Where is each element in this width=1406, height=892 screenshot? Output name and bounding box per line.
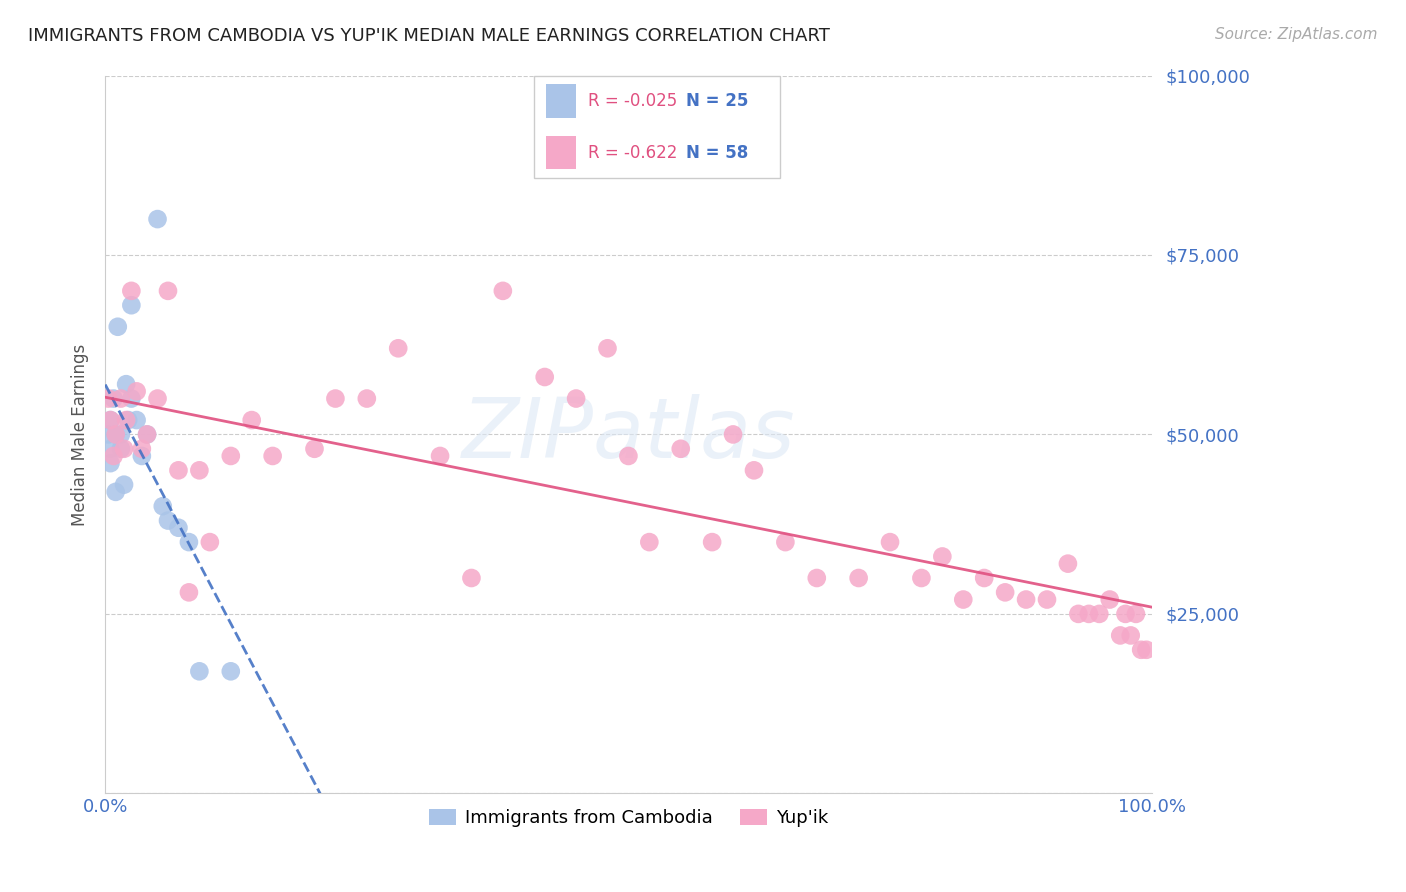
Point — [107, 319, 129, 334]
Point — [219, 449, 242, 463]
Point — [1098, 592, 1121, 607]
Text: ZIPatlas: ZIPatlas — [461, 394, 796, 475]
Point — [565, 392, 588, 406]
Point — [136, 427, 159, 442]
Point — [104, 484, 127, 499]
Point — [1088, 607, 1111, 621]
Point — [100, 413, 122, 427]
Point — [146, 212, 169, 227]
Point — [177, 585, 200, 599]
Point — [356, 392, 378, 406]
Text: Source: ZipAtlas.com: Source: ZipAtlas.com — [1215, 27, 1378, 42]
Point — [219, 665, 242, 679]
Point — [848, 571, 870, 585]
Point — [742, 463, 765, 477]
Point — [638, 535, 661, 549]
Point — [110, 442, 132, 456]
Point — [136, 427, 159, 442]
Point — [387, 341, 409, 355]
Point — [125, 413, 148, 427]
Y-axis label: Median Male Earnings: Median Male Earnings — [72, 343, 89, 525]
Point — [700, 535, 723, 549]
Point — [152, 500, 174, 514]
Point — [1114, 607, 1136, 621]
Point — [617, 449, 640, 463]
Point — [115, 413, 138, 427]
Point — [973, 571, 995, 585]
Point — [1119, 628, 1142, 642]
Point — [97, 427, 120, 442]
Point — [115, 377, 138, 392]
Point — [100, 456, 122, 470]
Point — [1067, 607, 1090, 621]
Point — [112, 477, 135, 491]
Point — [131, 449, 153, 463]
Point — [198, 535, 221, 549]
Point — [100, 413, 122, 427]
Point — [1057, 557, 1080, 571]
Point — [304, 442, 326, 456]
Point — [146, 392, 169, 406]
Point — [104, 427, 127, 442]
Point — [1077, 607, 1099, 621]
Point — [669, 442, 692, 456]
Point — [596, 341, 619, 355]
Point — [1125, 607, 1147, 621]
Point — [112, 442, 135, 456]
Point — [167, 463, 190, 477]
Point — [104, 427, 127, 442]
Point — [110, 427, 132, 442]
Point — [1109, 628, 1132, 642]
Point — [188, 665, 211, 679]
Point — [492, 284, 515, 298]
Point — [952, 592, 974, 607]
Point — [994, 585, 1017, 599]
Point — [120, 284, 142, 298]
Point — [97, 392, 120, 406]
Point — [460, 571, 482, 585]
Point — [117, 413, 139, 427]
Point — [167, 521, 190, 535]
Point — [429, 449, 451, 463]
Point — [879, 535, 901, 549]
Point — [156, 514, 179, 528]
Point — [1036, 592, 1059, 607]
Point — [262, 449, 284, 463]
Point — [721, 427, 744, 442]
Text: R = -0.025: R = -0.025 — [588, 92, 676, 111]
Text: R = -0.622: R = -0.622 — [588, 144, 678, 161]
Point — [1135, 642, 1157, 657]
Point — [931, 549, 953, 564]
Point — [131, 442, 153, 456]
Point — [103, 449, 125, 463]
Point — [120, 298, 142, 312]
Point — [325, 392, 347, 406]
Legend: Immigrants from Cambodia, Yup'ik: Immigrants from Cambodia, Yup'ik — [422, 802, 835, 835]
Point — [775, 535, 797, 549]
Point — [125, 384, 148, 399]
Text: N = 25: N = 25 — [686, 92, 748, 111]
Point — [1015, 592, 1038, 607]
Point — [533, 370, 555, 384]
Point — [103, 392, 125, 406]
Point — [806, 571, 828, 585]
Point — [1130, 642, 1153, 657]
Point — [188, 463, 211, 477]
Text: N = 58: N = 58 — [686, 144, 748, 161]
Point — [177, 535, 200, 549]
Point — [120, 392, 142, 406]
Point — [910, 571, 932, 585]
Point — [240, 413, 263, 427]
Point — [110, 392, 132, 406]
Point — [156, 284, 179, 298]
Text: IMMIGRANTS FROM CAMBODIA VS YUP'IK MEDIAN MALE EARNINGS CORRELATION CHART: IMMIGRANTS FROM CAMBODIA VS YUP'IK MEDIA… — [28, 27, 830, 45]
Point — [100, 442, 122, 456]
